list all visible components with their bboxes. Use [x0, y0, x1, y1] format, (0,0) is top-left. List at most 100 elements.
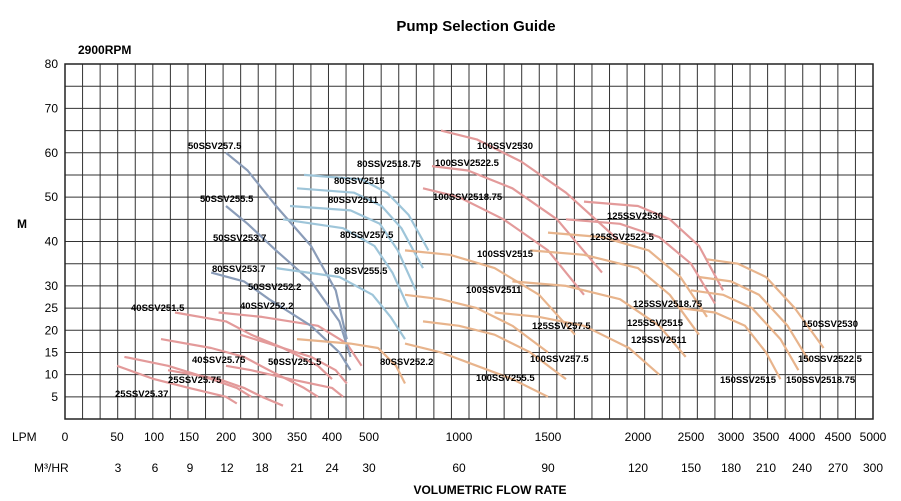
curve-100ssv2522-5 [431, 165, 603, 274]
x-tick-label-m3hr: 60 [452, 461, 466, 475]
x-tick-label-m3hr: 240 [792, 461, 812, 475]
chart-grid [64, 63, 874, 420]
curve-125ssv2511 [512, 280, 687, 358]
x-tick-label-m3hr: 180 [721, 461, 741, 475]
series-label: 80SSV257.5 [340, 230, 394, 241]
series-label: 80SSV2518.75 [357, 159, 422, 170]
x-tick-label-lpm: 1000 [446, 430, 473, 444]
curve-40ssv252-2 [174, 311, 333, 380]
x-tick-label-lpm: 0 [62, 430, 69, 444]
series-label: 25SSV25.37 [115, 389, 168, 400]
series-label: 80SSV252.2 [380, 357, 433, 368]
x-tick-label-m3hr: 21 [290, 461, 304, 475]
curve-125ssv2515 [530, 249, 700, 336]
pump-curves [116, 129, 825, 407]
series-label: 40SSV252.2 [240, 301, 293, 312]
curve-40ssv251-5 [160, 338, 319, 398]
curve-80ssv253-7 [218, 311, 363, 367]
series-label: 125SSV2511 [631, 335, 687, 346]
x-tick-label-m3hr: 18 [255, 461, 269, 475]
y-tick-label: 60 [45, 146, 59, 160]
y-tick-label: 80 [45, 57, 59, 71]
x-tick-label-m3hr: 150 [681, 461, 701, 475]
series-label: 80SSV253.7 [212, 264, 265, 275]
curve-150ssv2522-5 [698, 275, 811, 362]
x-tick-label-lpm: 400 [322, 430, 342, 444]
curve-100ssv2530 [440, 129, 621, 243]
curve-80ssv2511 [289, 204, 417, 291]
curve-125ssv2530 [583, 200, 724, 291]
curve-40ssv25-75 [167, 369, 284, 407]
series-label: 50SSV253.7 [213, 233, 266, 244]
curve-80ssv2515 [296, 187, 424, 269]
x-tick-label-lpm: 200 [216, 430, 236, 444]
series-label: 100SSV2511 [466, 285, 522, 296]
series-label: 40SSV251.5 [131, 303, 185, 314]
chart-subtitle: 2900RPM [78, 43, 131, 57]
y-tick-label: 5 [51, 390, 58, 404]
curve-50ssv253-7 [210, 271, 352, 371]
series-label: 80SSV2511 [328, 195, 379, 206]
curve-80ssv2518-75 [303, 173, 430, 251]
series-label: 50SSV251.5 [268, 357, 322, 368]
y-axis-label: M [17, 217, 27, 231]
curve-80ssv252-2 [296, 338, 406, 384]
series-label: 80SSV2515 [334, 176, 385, 187]
series-label: 50SSV257.5 [188, 141, 242, 152]
x-tick-label-m3hr: 30 [362, 461, 376, 475]
curve-100ssv257-5 [422, 320, 567, 380]
curve-100ssv2511 [404, 293, 549, 354]
x-tick-label-m3hr: 6 [152, 461, 159, 475]
x-tick-label-lpm: 3500 [753, 430, 780, 444]
curve-80ssv257-5 [282, 218, 410, 309]
y-tick-labels: 5 10 15 20 25 30 40 50 60 70 80 [45, 57, 59, 404]
series-label: 125SSV2515 [627, 318, 684, 329]
x-tick-label-lpm: 150 [179, 430, 199, 444]
curve-50ssv252-2 [240, 333, 348, 385]
series-label: 50SSV252.2 [248, 282, 301, 293]
y-tick-label: 70 [45, 101, 59, 115]
curve-80ssv255-5 [275, 267, 406, 340]
x-tick-labels: 0 50 100 150 200 300 350 400 500 1000 1500 2000 2500… [62, 430, 887, 475]
series-label: 50SSV255.5 [200, 194, 254, 205]
series-label: 100SSV2522.5 [435, 158, 500, 169]
chart-title: Pump Selection Guide [396, 18, 555, 35]
x-tick-label-lpm: 350 [287, 430, 307, 444]
curve-50ssv255-5 [225, 205, 352, 358]
x-tick-label-lpm: 50 [110, 430, 124, 444]
x-tick-label-lpm: 4500 [825, 430, 852, 444]
curve-150ssv2530 [706, 258, 825, 349]
x-axis-m3hr-label: M³/HR [34, 461, 69, 475]
y-tick-label: 40 [45, 235, 59, 249]
curve-50ssv257-5 [225, 151, 348, 340]
y-tick-label: 25 [45, 301, 59, 315]
plot-frame [64, 63, 874, 420]
x-tick-label-lpm: 300 [252, 430, 272, 444]
x-axis-lpm-label: LPM [12, 430, 37, 444]
series-label: 125SSV2530 [607, 211, 663, 222]
x-tick-label-lpm: 4000 [789, 430, 816, 444]
series-label: 100SSV2530 [477, 141, 533, 152]
y-tick-label: 10 [45, 368, 59, 382]
curve-150ssv2518-75 [690, 289, 800, 371]
curve-100ssv2518-75 [422, 187, 585, 296]
x-tick-label-lpm: 2000 [625, 430, 652, 444]
series-label: 150SSV2530 [802, 319, 858, 330]
series-label: 25SSV25.75 [168, 375, 222, 386]
x-tick-label-lpm: 500 [359, 430, 379, 444]
curve-25ssv25-75 [124, 355, 252, 398]
series-label: 125SSV257.5 [532, 321, 591, 332]
series-label: 100SSV2518.75 [433, 192, 503, 203]
x-tick-label-m3hr: 9 [187, 461, 194, 475]
curve-150ssv2515 [680, 307, 782, 380]
series-label: 100SSV2515 [477, 249, 534, 260]
series-label: 150SSV2515 [720, 375, 777, 386]
x-tick-label-m3hr: 270 [828, 461, 848, 475]
y-tick-label: 30 [45, 279, 59, 293]
x-tick-label-lpm: 5000 [860, 430, 887, 444]
y-tick-label: 50 [45, 190, 59, 204]
series-label: 125SSV2522.5 [590, 232, 655, 243]
x-axis-title: VOLUMETRIC FLOW RATE [413, 483, 566, 497]
x-tick-label-m3hr: 300 [863, 461, 883, 475]
